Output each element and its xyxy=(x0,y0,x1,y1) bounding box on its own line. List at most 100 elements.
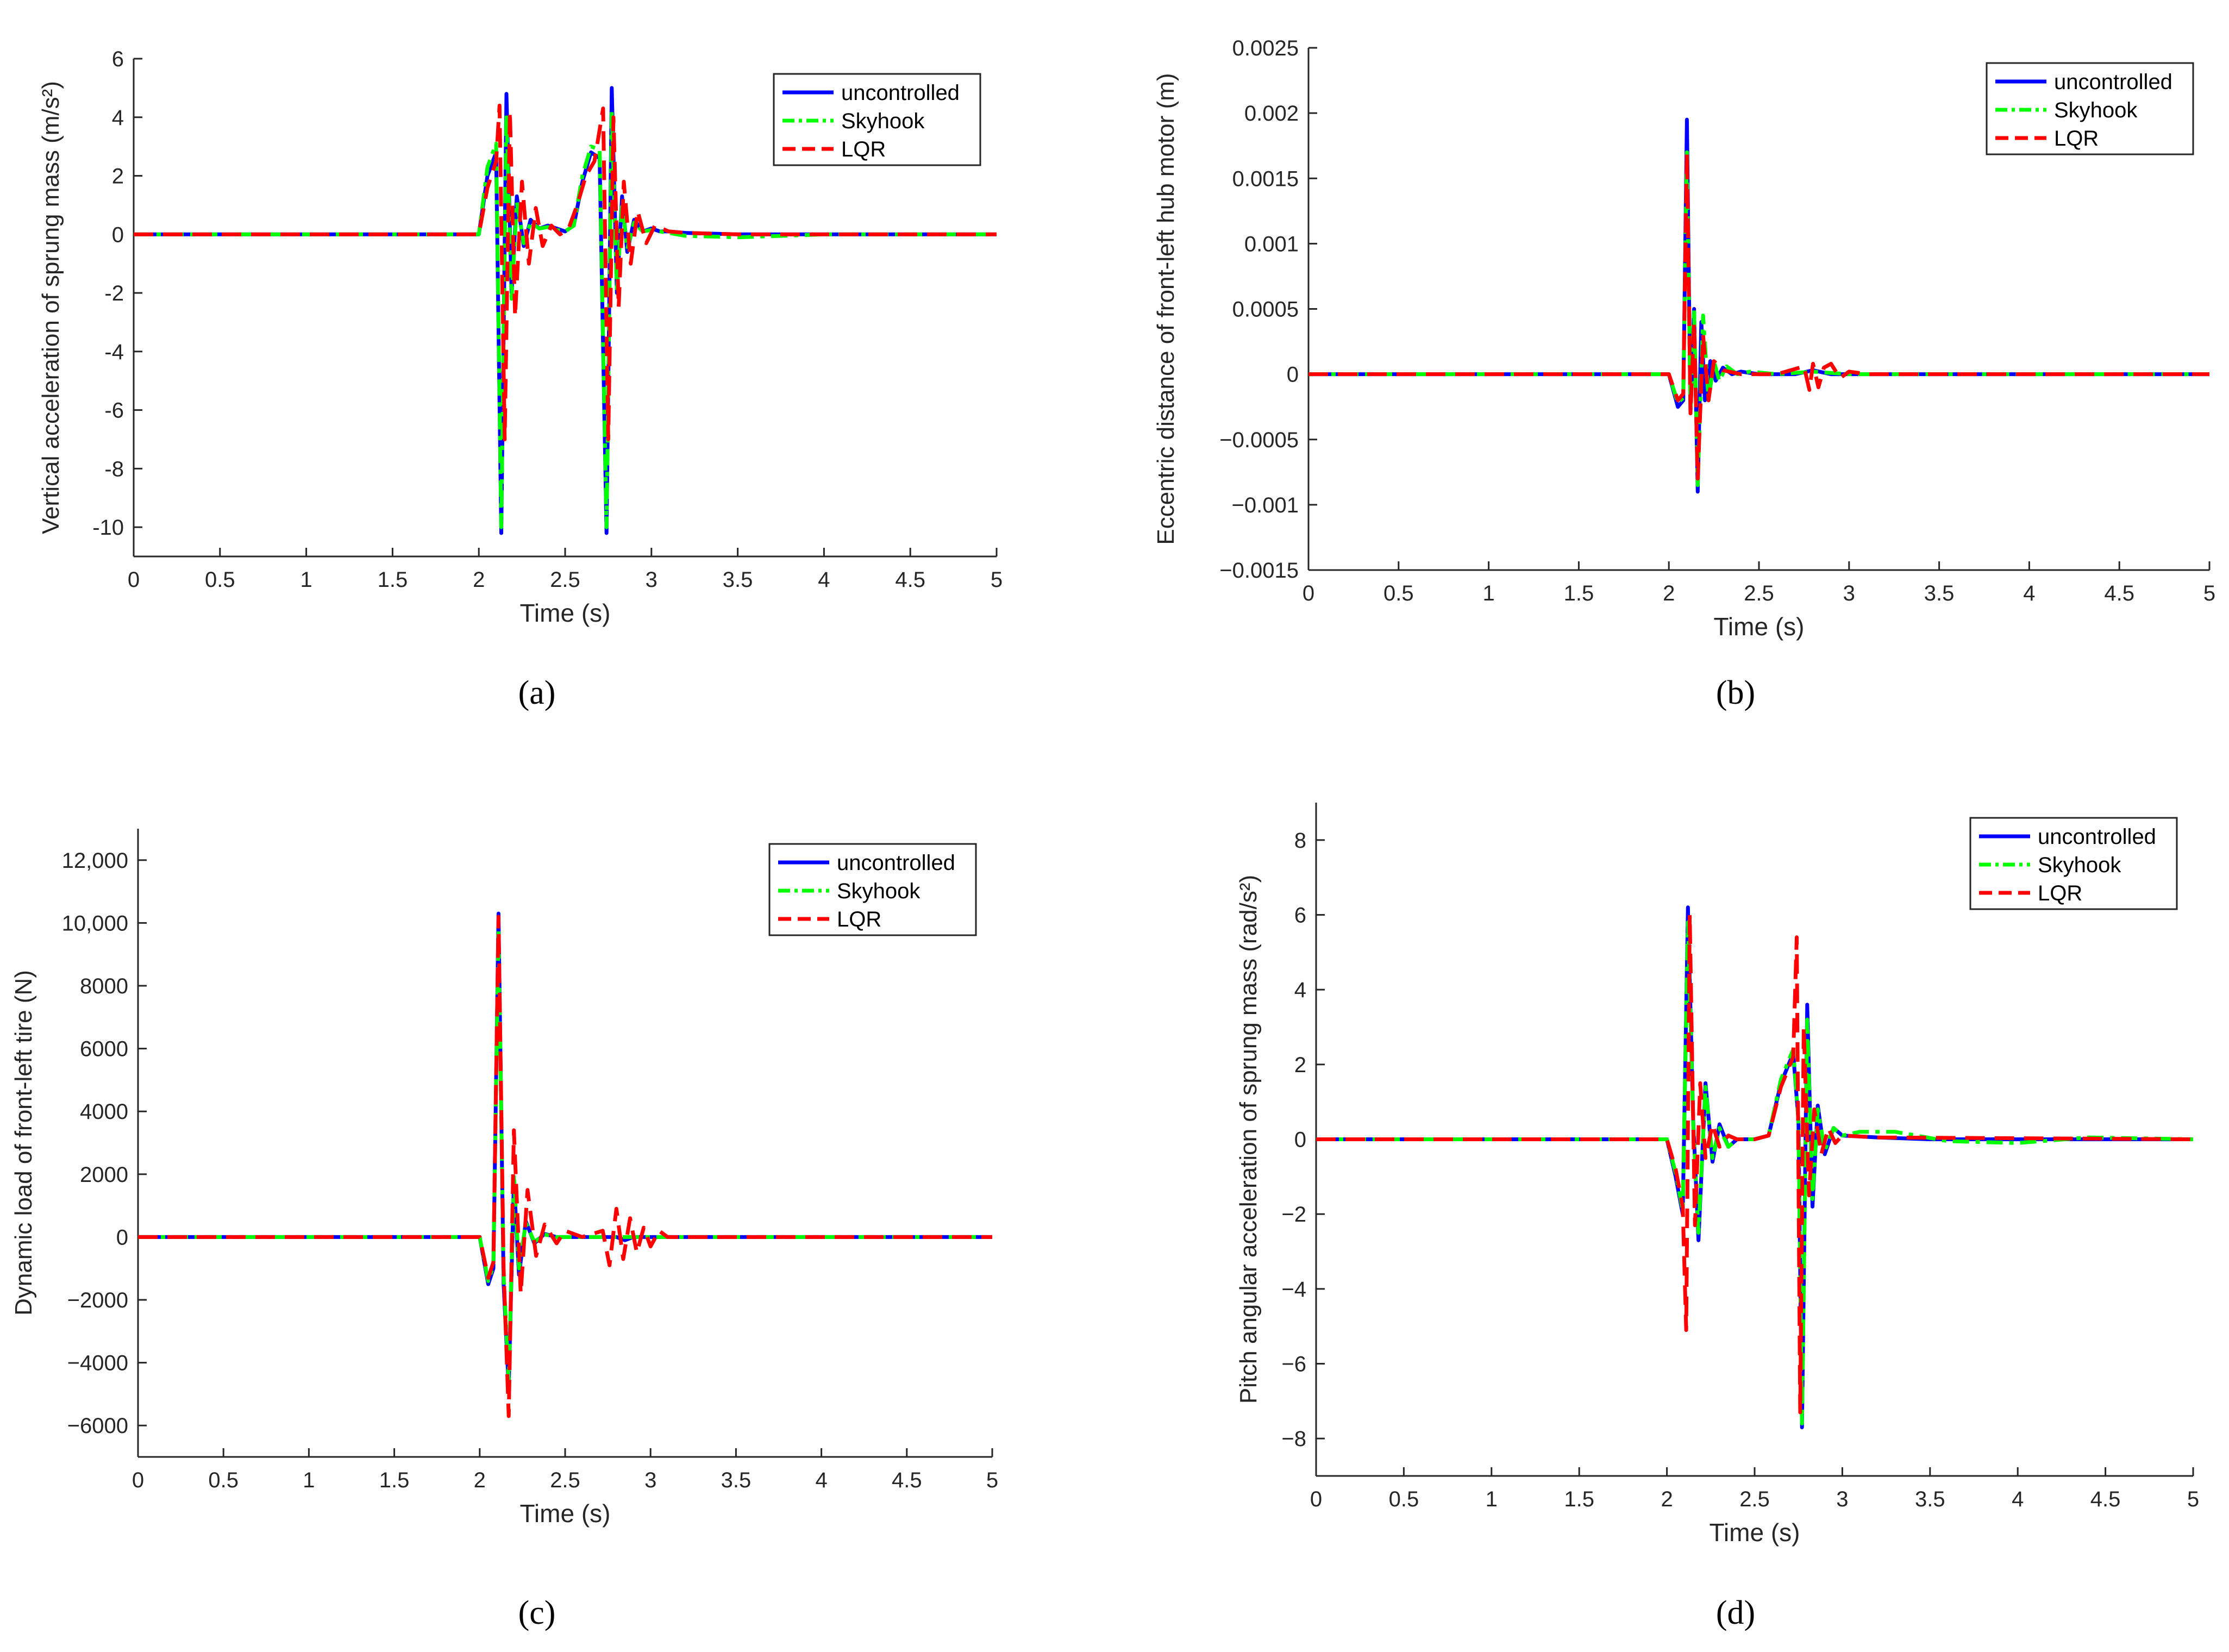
y-axis-label: Vertical acceleration of sprung mass (m/… xyxy=(37,81,64,534)
y-tick-label: 0 xyxy=(112,223,124,247)
legend-label-uncontrolled: uncontrolled xyxy=(2038,825,2156,849)
legend-label-skyhook: Skyhook xyxy=(2054,98,2138,122)
y-tick-label: 0.002 xyxy=(1244,102,1299,126)
y-tick-label: −2 xyxy=(1281,1203,1306,1227)
x-tick-label: 4 xyxy=(2012,1487,2024,1511)
chart-panel-d: 0 0.5 1 1.5 2 2.5 3 3.5 4 4.5 5 −8 −6 −4 −2 0 2 4 6 8 Time (… xyxy=(1235,803,2199,1631)
y-tick-label: 8000 xyxy=(80,974,128,998)
x-tick-label: 3.5 xyxy=(1924,581,1955,605)
panel-caption: (d) xyxy=(1716,1594,1755,1631)
x-tick-label: 2.5 xyxy=(1739,1487,1770,1511)
series-line-uncontrolled xyxy=(138,911,992,1390)
x-tick-label: 0.5 xyxy=(1389,1487,1419,1511)
y-tick-label: -10 xyxy=(92,516,124,540)
series-line-skyhook xyxy=(1308,150,2209,487)
x-tick-label: 0.5 xyxy=(208,1468,239,1492)
y-tick-label: 4000 xyxy=(80,1100,128,1124)
y-tick-label: −4000 xyxy=(67,1351,128,1375)
x-tick-label: 1.5 xyxy=(1564,1487,1594,1511)
series-line-lqr xyxy=(138,915,992,1418)
legend: uncontrolled Skyhook LQR xyxy=(1969,817,2178,910)
x-tick-label: 3 xyxy=(1843,581,1855,605)
x-axis-label: Time (s) xyxy=(520,599,611,627)
legend-label-lqr: LQR xyxy=(2054,127,2099,151)
y-tick-label: -6 xyxy=(104,399,124,423)
x-tick-label: 4.5 xyxy=(2090,1487,2121,1511)
x-tick-label: 3.5 xyxy=(723,568,753,592)
series-line-lqr xyxy=(134,103,997,441)
y-tick-label: 10,000 xyxy=(62,911,128,935)
legend-label-skyhook: Skyhook xyxy=(2038,853,2121,877)
y-tick-label: 2000 xyxy=(80,1163,128,1187)
legend-label-uncontrolled: uncontrolled xyxy=(2054,70,2172,94)
y-tick-label: 0 xyxy=(116,1225,128,1249)
legend: uncontrolled Skyhook LQR xyxy=(773,73,981,166)
x-tick-label: 5 xyxy=(986,1468,998,1492)
y-tick-label: −0.0005 xyxy=(1219,428,1299,452)
y-tick-label: 0.0025 xyxy=(1232,36,1299,60)
y-tick-label: 0.0015 xyxy=(1232,167,1299,191)
x-axis-label: Time (s) xyxy=(520,1499,611,1528)
x-tick-label: 2.5 xyxy=(550,1468,580,1492)
x-tick-label: 4 xyxy=(815,1468,827,1492)
y-tick-label: −6 xyxy=(1281,1353,1306,1376)
y-tick-label: 6000 xyxy=(80,1037,128,1061)
x-tick-label: 4 xyxy=(818,568,830,592)
x-tick-label: 0 xyxy=(132,1468,144,1492)
y-tick-label: 0 xyxy=(1287,363,1299,387)
y-tick-label: 8 xyxy=(1294,829,1306,853)
x-tick-label: 4 xyxy=(2023,581,2035,605)
y-axis-label: Pitch angular acceleration of sprung mas… xyxy=(1235,875,1262,1404)
chart-panel-a: 0 0.5 1 1.5 2 2.5 3 3.5 4 4.5 5 -10 -8 -6 -4 -2 0 2 4 6 Time… xyxy=(37,47,1003,711)
y-tick-label: −0.0015 xyxy=(1219,559,1299,583)
panel-caption: (a) xyxy=(518,674,556,711)
y-tick-label: −4 xyxy=(1281,1278,1306,1301)
legend: uncontrolled Skyhook LQR xyxy=(1986,62,2194,155)
chart-panel-c: 0 0.5 1 1.5 2 2.5 3 3.5 4 4.5 5 −6000 −4000 −2000 0 200… xyxy=(10,829,998,1631)
x-tick-label: 3.5 xyxy=(1915,1487,1945,1511)
x-axis-label: Time (s) xyxy=(1710,1518,1800,1547)
y-tick-label: -4 xyxy=(104,340,124,364)
series-line-uncontrolled xyxy=(1308,117,2209,494)
y-tick-label: 0.001 xyxy=(1244,232,1299,256)
y-tick-label: −6000 xyxy=(67,1414,128,1438)
x-axis-label: Time (s) xyxy=(1714,612,1805,641)
y-tick-label: 2 xyxy=(112,165,124,189)
x-tick-label: 2 xyxy=(1661,1487,1673,1511)
x-tick-label: 5 xyxy=(991,568,1003,592)
series-line-lqr xyxy=(1316,913,2193,1415)
x-tick-label: 0.5 xyxy=(1383,581,1414,605)
legend-label-lqr: LQR xyxy=(841,137,886,161)
y-tick-label: −8 xyxy=(1281,1427,1306,1451)
x-tick-label: 3 xyxy=(646,568,658,592)
series-group xyxy=(134,86,997,535)
series-line-skyhook xyxy=(1316,920,2193,1426)
y-tick-label: 0.0005 xyxy=(1232,298,1299,322)
y-tick-label: 2 xyxy=(1294,1053,1306,1077)
chart-panel-b: 0 0.5 1 1.5 2 2.5 3 3.5 4 4.5 5 −0.0015 −0.001 −0.000… xyxy=(1153,36,2215,711)
x-tick-label: 1.5 xyxy=(378,568,408,592)
y-tick-label: 0 xyxy=(1294,1128,1306,1152)
x-tick-label: 2 xyxy=(473,568,485,592)
x-tick-label: 5 xyxy=(2203,581,2215,605)
y-axis-label: Eccentric distance of front-left hub mot… xyxy=(1153,73,1179,545)
x-tick-label: 2 xyxy=(474,1468,486,1492)
legend-label-lqr: LQR xyxy=(2038,881,2082,905)
x-tick-label: 4.5 xyxy=(895,568,925,592)
legend-label-skyhook: Skyhook xyxy=(837,879,921,903)
x-tick-label: 2.5 xyxy=(1744,581,1774,605)
y-tick-label: 4 xyxy=(1294,978,1306,1002)
legend-label-lqr: LQR xyxy=(837,908,881,931)
x-tick-label: 1 xyxy=(1482,581,1494,605)
x-tick-label: 2 xyxy=(1663,581,1675,605)
y-axis-label: Dynamic load of front-left tire (N) xyxy=(10,970,37,1316)
y-tick-label: 6 xyxy=(1294,904,1306,928)
series-line-lqr xyxy=(1308,150,2209,481)
x-tick-label: 4.5 xyxy=(892,1468,922,1492)
series-group xyxy=(1316,905,2193,1429)
x-tick-label: 0 xyxy=(128,568,140,592)
x-tick-label: 1 xyxy=(300,568,312,592)
x-tick-label: 0.5 xyxy=(205,568,235,592)
x-tick-label: 1 xyxy=(303,1468,315,1492)
